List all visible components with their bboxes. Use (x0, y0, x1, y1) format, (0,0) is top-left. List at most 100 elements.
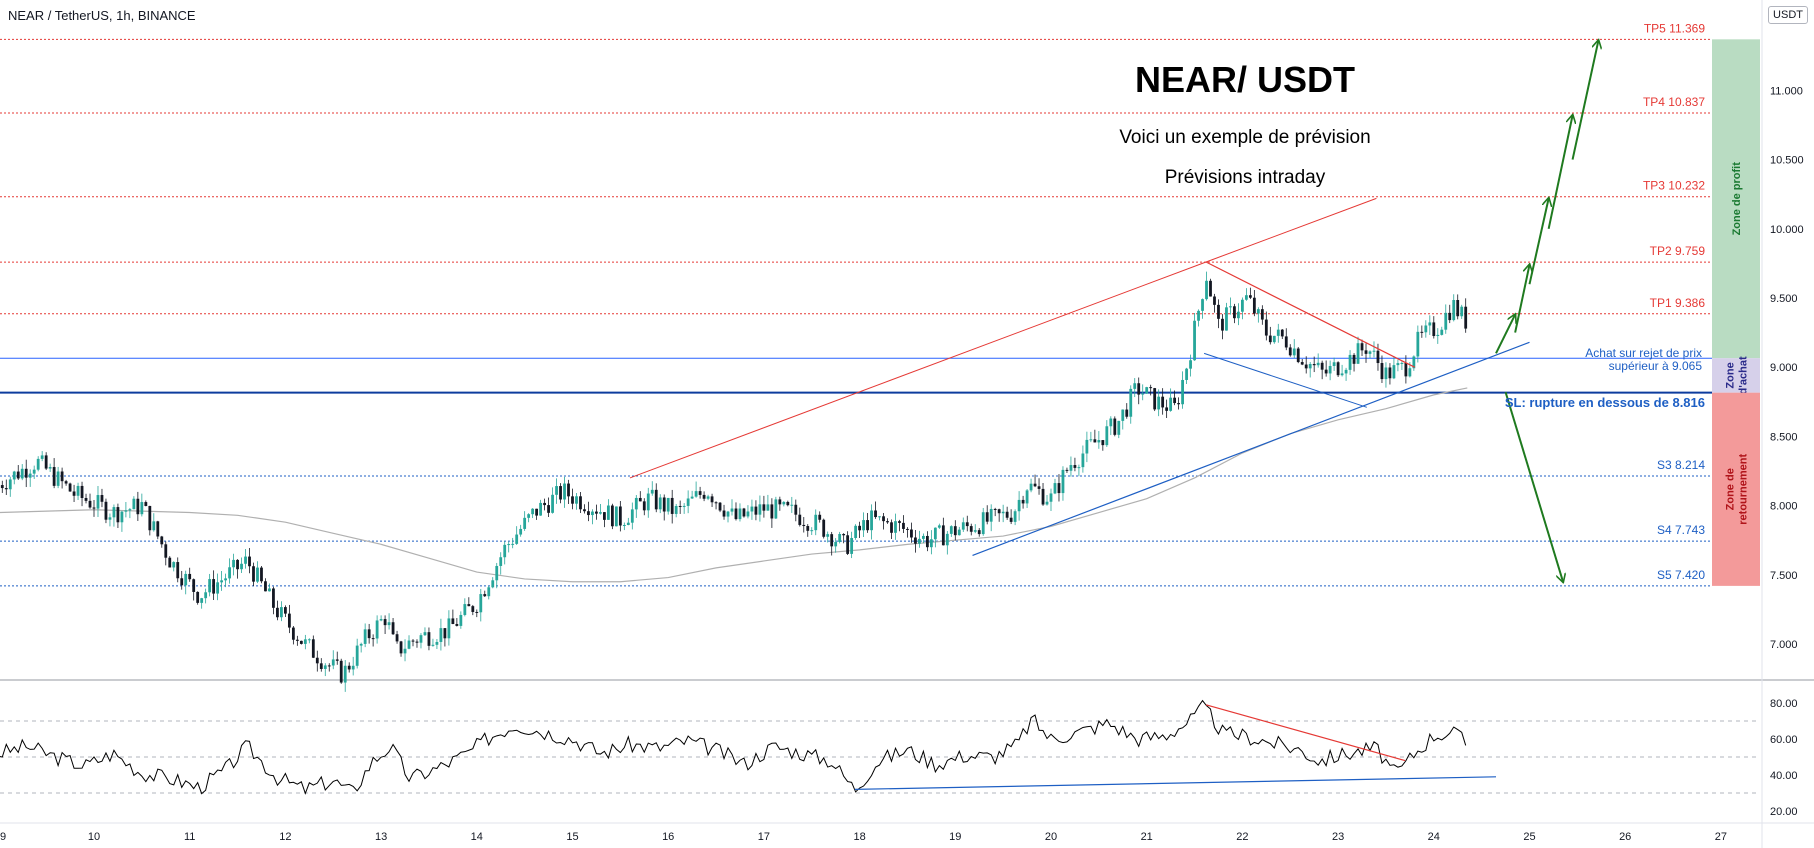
rsi-tick-label: 60.00 (1770, 734, 1798, 746)
candle-body (20, 468, 24, 479)
y-tick-label: 11.000 (1770, 85, 1803, 97)
candle-body (411, 640, 415, 642)
blue-channel-line (1203, 352, 1367, 408)
candle-body (291, 627, 295, 640)
candle-body (1105, 426, 1109, 446)
candle-body (1456, 299, 1460, 317)
red-rising-trendline (629, 261, 1207, 479)
candle-body (367, 629, 371, 639)
candle-body (850, 537, 854, 554)
candle-body (1073, 465, 1077, 468)
candle-body (375, 620, 379, 639)
candle-body (427, 632, 431, 646)
candle-body (1348, 354, 1352, 370)
candle-body (587, 511, 590, 516)
candle-body (343, 665, 347, 683)
candle-body (810, 530, 814, 532)
candle-body (487, 587, 491, 597)
candle-body (212, 579, 216, 594)
candle-body (1384, 367, 1388, 380)
candle-body (742, 508, 746, 517)
candle-body (471, 606, 475, 612)
candle-body (595, 511, 598, 514)
candle-body (12, 471, 16, 480)
candle-body (1145, 387, 1149, 394)
candle-body (1352, 354, 1356, 364)
y-tick-label: 10.500 (1770, 155, 1804, 167)
candle-body (1332, 362, 1336, 366)
chart-title-annotation: NEAR/ USDT (1135, 59, 1355, 100)
candle-body (1169, 397, 1173, 411)
candle-body (750, 506, 754, 512)
candle-body (1141, 393, 1145, 395)
candle-body (1173, 397, 1177, 404)
candle-body (1372, 350, 1376, 352)
x-tick-label: 18 (853, 831, 865, 843)
candle-body (379, 619, 383, 621)
x-tick-label: 26 (1619, 831, 1631, 843)
candle-body (1213, 296, 1216, 305)
candle-body (1181, 379, 1184, 405)
candle-body (1432, 322, 1436, 337)
candle-body (32, 469, 36, 474)
candle-body (1376, 350, 1380, 364)
buy-note-1: Achat sur rejet de prix (1585, 346, 1702, 360)
candle-body (1029, 483, 1033, 491)
x-tick-label-edge: 9 (0, 831, 6, 843)
candle-body (1097, 440, 1101, 443)
candle-body (658, 497, 662, 510)
candle-body (1161, 396, 1165, 408)
candle-body (1420, 331, 1424, 333)
candle-body (734, 508, 738, 520)
candle-body (834, 541, 838, 547)
candle-body (981, 512, 985, 535)
candle-body (1328, 365, 1332, 374)
x-tick-label: 11 (184, 831, 195, 843)
y-tick-label: 8.000 (1770, 501, 1798, 513)
red-rising-trendline-ext (1205, 197, 1377, 263)
candle-body (758, 504, 762, 515)
level-label-4: TP1 9.386 (1650, 296, 1706, 310)
candle-body (937, 525, 941, 528)
candle-body (1284, 336, 1288, 348)
candle-body (104, 501, 108, 520)
candle-body (463, 604, 467, 615)
y-tick-label: 7.500 (1770, 570, 1798, 582)
candle-body (925, 535, 929, 548)
candle-body (128, 509, 132, 511)
candles-group (0, 271, 1468, 692)
candle-body (802, 524, 806, 527)
candle-body (256, 567, 259, 582)
red-descending-trendline (1205, 261, 1415, 368)
candle-body (1364, 350, 1368, 354)
candle-body (268, 588, 271, 592)
candle-body (1021, 499, 1025, 504)
candle-body (1241, 299, 1244, 312)
candle-body (180, 578, 184, 586)
currency-badge[interactable]: USDT (1768, 6, 1808, 24)
candle-body (1396, 363, 1400, 366)
candle-body (1276, 329, 1280, 336)
candle-body (64, 481, 68, 484)
x-tick-label: 27 (1715, 831, 1727, 843)
level-label-7: S3 8.214 (1657, 458, 1705, 472)
candle-body (1077, 467, 1081, 469)
candle-body (96, 495, 100, 509)
candle-body (228, 567, 231, 579)
blue-rising-support (972, 341, 1530, 556)
zone-0 (1712, 39, 1760, 359)
candle-body (335, 659, 339, 661)
candle-body (567, 483, 570, 497)
candle-body (1085, 439, 1089, 454)
candle-body (706, 496, 710, 499)
candle-body (1412, 356, 1416, 369)
candle-body (511, 543, 515, 545)
candle-body (1252, 297, 1256, 314)
candle-body (252, 566, 255, 582)
candle-body (507, 544, 511, 546)
up-arrow-1 (1514, 265, 1529, 333)
candle-body (1360, 343, 1364, 351)
note-line-1: Voici un exemple de prévision (1119, 127, 1370, 148)
candle-body (327, 665, 331, 667)
